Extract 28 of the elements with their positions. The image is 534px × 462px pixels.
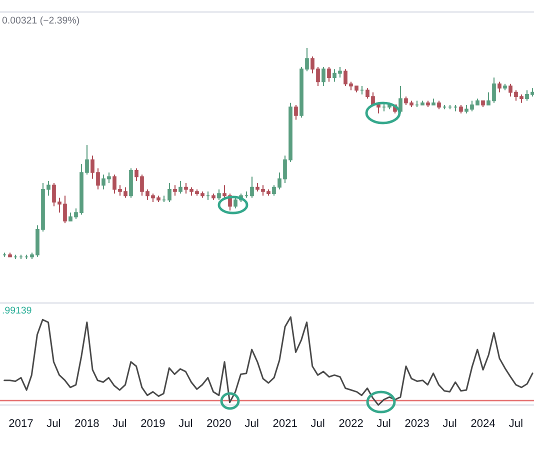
- candlestick: [217, 188, 221, 200]
- x-tick-label: 2024: [471, 419, 496, 428]
- x-tick-label: Jul: [310, 418, 324, 428]
- x-tick-label: Jul: [442, 418, 456, 428]
- candlestick: [498, 81, 502, 93]
- candlestick: [322, 66, 326, 87]
- x-tick-label: Jul: [244, 418, 258, 428]
- text: .99139: [2, 306, 32, 314]
- x-tick-label: 2017: [9, 419, 33, 428]
- x-tick-label: 2018: [75, 419, 99, 428]
- candlestick: [294, 104, 298, 120]
- candlestick: [398, 85, 402, 114]
- candlestick: [168, 182, 172, 203]
- text: 0.00321 (−2.39%): [2, 16, 79, 26]
- x-tick-label: Jul: [46, 418, 60, 428]
- x-tick-label: 2022: [339, 419, 363, 428]
- x-tick-label: Jul: [508, 418, 522, 428]
- x-tick-label: Jul: [112, 418, 126, 428]
- x-tick-label: Jul: [178, 418, 192, 428]
- candlestick: [178, 180, 182, 194]
- x-tick-label: 2020: [207, 419, 231, 428]
- candlestick: [250, 176, 254, 198]
- candlestick: [173, 184, 177, 196]
- candlestick: [327, 66, 331, 82]
- x-tick-label: 2023: [405, 419, 429, 428]
- x-tick-label: 2019: [141, 419, 165, 428]
- x-tick-label: Jul: [376, 418, 390, 428]
- x-tick-label: 2021: [273, 419, 297, 428]
